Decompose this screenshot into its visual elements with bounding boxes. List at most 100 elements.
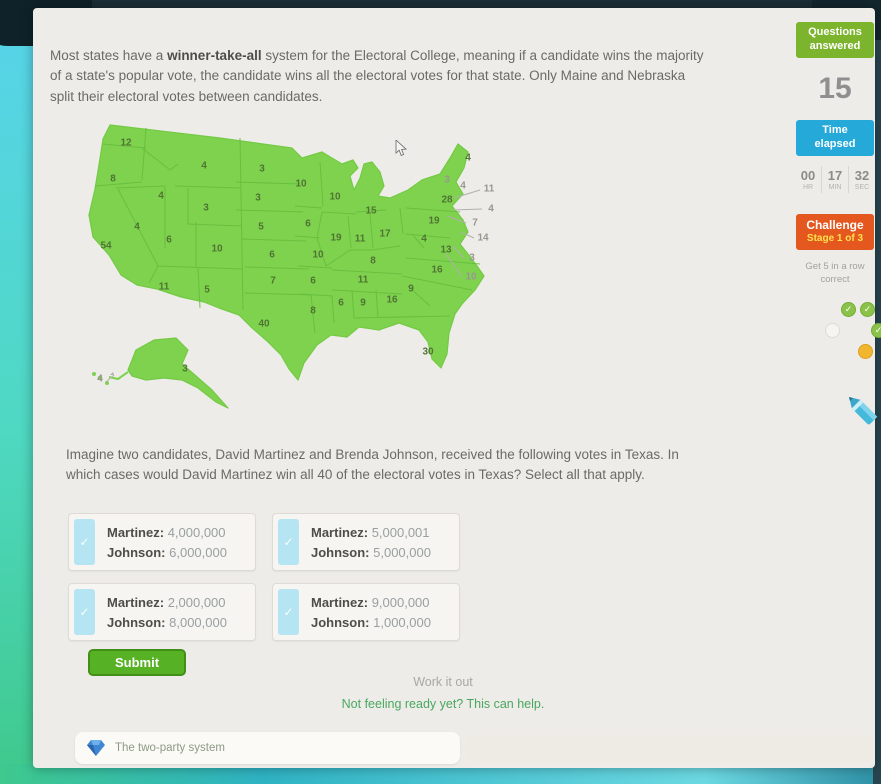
screen-edge-right — [873, 0, 881, 784]
help-link[interactable]: Not feeling ready yet? This can help. — [341, 697, 545, 711]
option-4-checkbox[interactable]: ✓ — [278, 589, 299, 635]
screen-edge-left — [0, 0, 36, 784]
time-elapsed-line1: Time — [822, 124, 848, 136]
martinez-value: 2,000,000 — [167, 595, 226, 610]
mouse-cursor — [395, 140, 409, 158]
electoral-votes-label: 4 — [97, 373, 103, 385]
electoral-votes-label: 16 — [386, 294, 398, 306]
check-icon: ✓ — [79, 535, 90, 549]
challenge-goal-line2: correct — [820, 274, 850, 286]
electoral-votes-label: 19 — [428, 215, 440, 227]
option-4-text: Martinez: 9,000,000 Johnson: 1,000,000 — [299, 589, 431, 635]
option-3-text: Martinez: 2,000,000 Johnson: 8,000,000 — [95, 589, 227, 635]
stats-sidebar: Questions answered 15 Time elapsed 00 HR… — [795, 8, 875, 478]
gem-icon — [87, 740, 105, 756]
question-text: Imagine two candidates, David Martinez a… — [66, 447, 679, 483]
us-map-continental — [88, 124, 485, 381]
electoral-votes-label: 11 — [158, 281, 170, 293]
submit-button[interactable]: Submit — [88, 649, 186, 676]
option-1-checkbox[interactable]: ✓ — [74, 519, 95, 565]
electoral-votes-label: 6 — [310, 275, 316, 287]
lesson-title: The two-party system — [115, 742, 225, 754]
electoral-votes-label: 4 — [134, 221, 140, 233]
option-1[interactable]: ✓ Martinez: 4,000,000 Johnson: 6,000,000 — [68, 513, 256, 571]
electoral-votes-label: 10 — [329, 191, 341, 203]
state-borders — [94, 127, 481, 334]
electoral-votes-label: 12 — [120, 137, 132, 149]
electoral-votes-label: 28 — [441, 194, 453, 206]
electoral-votes-label: 4 — [460, 180, 466, 192]
electoral-votes-label: 3 — [255, 192, 261, 204]
check-icon: ✓ — [79, 605, 90, 619]
electoral-votes-label: 4 — [158, 190, 164, 202]
electoral-votes-label: 6 — [166, 234, 172, 246]
intro-post: system for the Electoral College, meanin… — [50, 48, 704, 104]
electoral-votes-label: 54 — [100, 240, 112, 252]
intro-bold-term: winner-take-all — [167, 48, 262, 63]
electoral-votes-label: 3 — [203, 202, 209, 214]
electoral-votes-label: 6 — [269, 249, 275, 261]
option-2[interactable]: ✓ Martinez: 5,000,001 Johnson: 5,000,000 — [272, 513, 460, 571]
hours-value: 00 — [800, 168, 816, 183]
challenge-badge: Challenge Stage 1 of 3 — [796, 214, 874, 250]
seconds-unit: SEC — [854, 184, 870, 191]
challenge-progress-dots: ✓ ✓ ✓ — [803, 298, 881, 368]
hawaii-arrow-head — [110, 372, 114, 375]
electoral-votes-label: 6 — [305, 218, 311, 230]
challenge-goal: Get 5 in a row correct — [795, 260, 875, 287]
electoral-votes-label: 3 — [444, 174, 450, 186]
progress-dot-done: ✓ — [871, 323, 881, 338]
challenge-goal-line1: Get 5 in a row — [805, 261, 865, 272]
screen-edge-bottom — [0, 764, 881, 784]
us-electoral-map: 12 8 54 4 4 4 3 6 10 11 5 3 3 5 6 7 40 10 6 10 6 8 10 15 19 11 17 8… — [70, 118, 540, 440]
johnson-value: 8,000,000 — [169, 615, 227, 631]
time-elapsed-values: 00 HR 17 MIN 32 SEC — [795, 166, 875, 193]
electoral-votes-label: 4 — [465, 152, 471, 164]
johnson-value: 5,000,000 — [373, 545, 431, 561]
electoral-votes-label: 8 — [370, 255, 376, 267]
bottom-panel — [465, 735, 873, 763]
electoral-votes-label: 9 — [360, 297, 366, 309]
electoral-votes-label: 4 — [488, 203, 494, 215]
martinez-value: 5,000,001 — [371, 525, 430, 540]
johnson-value: 1,000,000 — [373, 615, 431, 631]
electoral-votes-label: 10 — [295, 178, 307, 190]
electoral-votes-label: 17 — [379, 228, 391, 240]
electoral-votes-label: 5 — [258, 221, 264, 233]
option-2-checkbox[interactable]: ✓ — [278, 519, 299, 565]
electoral-votes-label: 6 — [338, 297, 344, 309]
electoral-votes-label: 15 — [365, 205, 377, 217]
work-it-out-label: Work it out — [413, 675, 473, 689]
challenge-stage: Stage 1 of 3 — [806, 233, 864, 244]
time-seconds: 32 SEC — [849, 166, 875, 193]
electoral-votes-label: 4 — [201, 160, 207, 172]
intro-paragraph: Most states have a winner-take-all syste… — [50, 46, 705, 107]
progress-dot-empty — [825, 323, 840, 338]
questions-answered-line1: Questions — [808, 26, 862, 38]
option-3-checkbox[interactable]: ✓ — [74, 589, 95, 635]
electoral-votes-label: 10 — [465, 271, 477, 283]
lesson-link[interactable]: The two-party system — [75, 732, 460, 764]
questions-answered-line2: answered — [809, 39, 861, 52]
martinez-label: Martinez: — [311, 595, 369, 610]
minutes-unit: MIN — [828, 184, 842, 191]
option-4[interactable]: ✓ Martinez: 9,000,000 Johnson: 1,000,000 — [272, 583, 460, 641]
screen-edge-top — [0, 0, 881, 10]
electoral-votes-label: 11 — [354, 233, 366, 245]
martinez-label: Martinez: — [107, 595, 165, 610]
electoral-votes-label: 13 — [440, 244, 452, 256]
option-3[interactable]: ✓ Martinez: 2,000,000 Johnson: 8,000,000 — [68, 583, 256, 641]
progress-dot-current — [858, 344, 873, 359]
seconds-value: 32 — [854, 168, 870, 183]
johnson-value: 6,000,000 — [169, 545, 227, 561]
electoral-votes-label: 40 — [258, 318, 270, 330]
answer-options: ✓ Martinez: 4,000,000 Johnson: 6,000,000… — [68, 513, 488, 641]
electoral-votes-label: 10 — [312, 249, 324, 261]
intro-pre: Most states have a — [50, 48, 168, 63]
hours-unit: HR — [802, 184, 814, 191]
quiz-page: Most states have a winner-take-all syste… — [33, 8, 881, 768]
time-elapsed-badge: Time elapsed — [796, 120, 874, 156]
option-2-text: Martinez: 5,000,001 Johnson: 5,000,000 — [299, 519, 431, 565]
electoral-votes-label: 7 — [472, 217, 478, 229]
